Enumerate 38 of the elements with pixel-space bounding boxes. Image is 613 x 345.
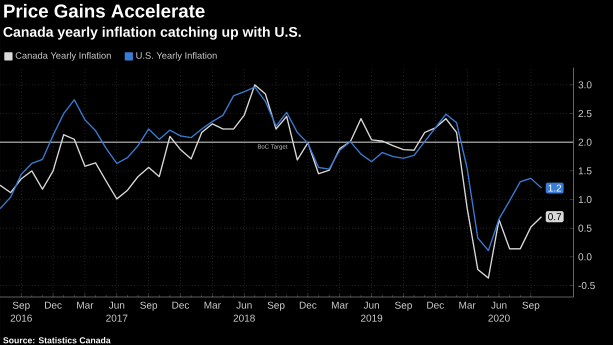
y-tick-label: 0.5 <box>578 224 592 232</box>
x-tick-label: Sep <box>140 302 158 311</box>
x-tick-label: Sep <box>12 302 30 311</box>
chart-title: Price Gains Accelerate <box>4 4 205 18</box>
legend-label: Canada Yearly Inflation <box>16 52 111 61</box>
x-tick-label: Mar <box>459 302 476 309</box>
text: 2019 <box>360 314 382 322</box>
y-tick-label: 2.0 <box>578 138 592 146</box>
text: 2018 <box>234 314 255 322</box>
text: 2020 <box>488 314 510 322</box>
data-label: 0.7 <box>548 213 562 220</box>
x-tick-label: Jun <box>108 302 124 309</box>
x-tick-label: Dec <box>45 302 62 309</box>
legend-label: U.S. Yearly Inflation <box>136 52 217 61</box>
x-tick-label: Sep <box>268 302 285 311</box>
x-tick-label: Mar <box>77 302 94 309</box>
x-tick-label: Dec <box>172 302 190 309</box>
y-tick-label: 0.0 <box>578 253 592 260</box>
data-label: 1.2 <box>548 184 562 192</box>
x-tick-label: Jun <box>364 302 380 309</box>
y-tick-label: 1.0 <box>578 196 592 204</box>
x-tick-label: Mar <box>204 302 221 309</box>
x-tick-label: Mar <box>332 302 348 309</box>
y-tick-label: -0.5 <box>578 282 595 290</box>
x-tick-label: Dec <box>427 302 444 309</box>
x-tick-label: Jun <box>236 302 252 309</box>
x-tick-label: Sep <box>522 302 540 311</box>
line-series <box>0 84 542 279</box>
y-tick-label: 2.5 <box>578 110 592 118</box>
y-tick-label: 1.5 <box>578 167 592 174</box>
text: 2016 <box>10 314 32 322</box>
x-tick-label: Jun <box>491 302 506 309</box>
y-tick-label: 3.0 <box>578 81 592 88</box>
x-tick-label: Dec <box>300 302 317 309</box>
source-note: Source: Statistics Canada <box>3 337 111 344</box>
text: 2017 <box>106 314 128 322</box>
chart-subtitle: Canada yearly inflation catching up with U.S. <box>4 26 301 40</box>
x-tick-label: Sep <box>395 302 412 311</box>
